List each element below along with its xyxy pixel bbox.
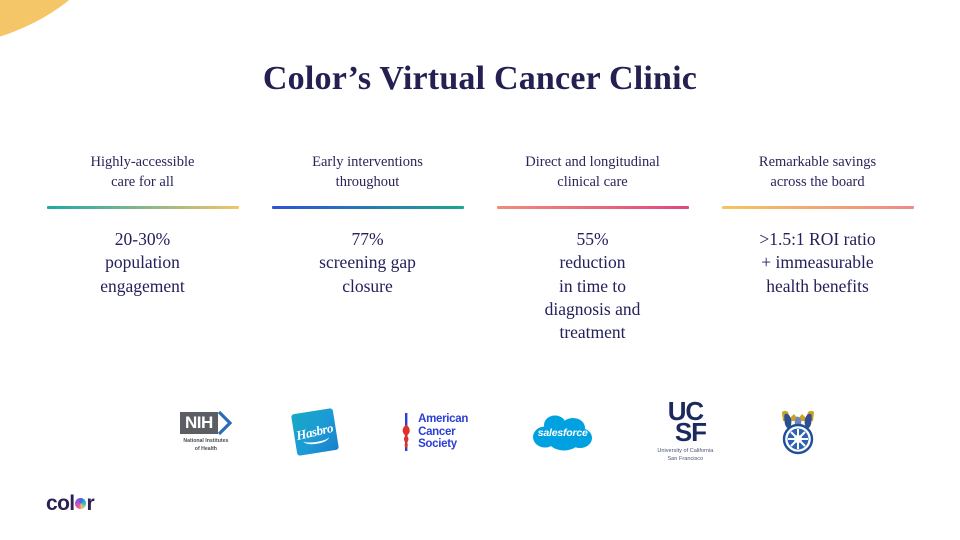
- ucsf-subtitle-line-1: University of California: [657, 448, 714, 455]
- column-heading-line-1: Remarkable savings: [758, 154, 877, 170]
- stat-line: engagement: [100, 275, 185, 296]
- ucsf-wordmark: UC SF: [665, 398, 707, 447]
- stat-column-highly-accessible: Highly-accessible care for all 20-30% po…: [30, 152, 255, 298]
- ucsf-mark-line-2: SF: [674, 416, 707, 447]
- stat-line: population: [105, 252, 180, 273]
- stat-columns: Highly-accessible care for all 20-30% po…: [30, 152, 930, 344]
- ucsf-mark-line-1: UC: [667, 395, 704, 426]
- column-heading: Highly-accessible care for all: [81, 152, 205, 194]
- nih-subtitle-line-1: National Institutes: [183, 438, 229, 445]
- decorative-corner-blob: [0, 0, 120, 50]
- column-stat: 77% screening gap closure: [313, 228, 422, 298]
- nih-mark-text: NIH: [180, 412, 218, 435]
- column-heading-line-2: throughout: [335, 174, 400, 190]
- stat-column-early-interventions: Early interventions throughout 77% scree…: [255, 152, 480, 298]
- column-rule: [496, 206, 689, 209]
- column-heading-line-2: across the board: [770, 174, 865, 190]
- color-brand-wordmark: col r: [46, 492, 95, 516]
- column-heading-line-2: care for all: [111, 174, 174, 190]
- column-heading-line-1: Early interventions: [312, 154, 423, 170]
- nih-icon: NIH: [180, 411, 232, 436]
- column-heading-line-2: clinical care: [557, 174, 628, 190]
- nih-subtitle-line-2: of Health: [194, 445, 217, 452]
- column-rule: [721, 206, 914, 209]
- partner-logo-nih: NIH National Institutes of Health: [180, 403, 232, 461]
- stat-line: reduction: [559, 252, 626, 273]
- stat-column-direct-longitudinal: Direct and longitudinal clinical care 55…: [480, 152, 705, 344]
- column-heading: Early interventions throughout: [302, 152, 433, 194]
- stat-line: + immeasurable: [761, 252, 874, 273]
- hasbro-smile-icon: [302, 429, 331, 446]
- acs-line-3: Society: [418, 438, 457, 451]
- acs-line-2: Cancer: [418, 425, 456, 438]
- partner-logo-ucsf: UC SF University of California San Franc…: [657, 398, 713, 463]
- acs-line-1: American: [418, 412, 469, 425]
- acs-sword-icon: [399, 411, 413, 453]
- nih-chevron-icon: [217, 411, 232, 436]
- acs-wordmark: American Cancer Society: [418, 413, 468, 452]
- color-wordmark-after: r: [86, 492, 95, 515]
- salesforce-wordmark: salesforce: [537, 427, 588, 439]
- stat-line: 55%: [576, 229, 609, 249]
- stat-line: screening gap: [319, 252, 416, 273]
- stat-line: 77%: [351, 229, 384, 249]
- partner-logo-teamsters: [776, 403, 820, 461]
- color-wordmark-before: col: [46, 492, 75, 515]
- stat-line: health benefits: [766, 275, 869, 296]
- page-title: Color’s Virtual Cancer Clinic: [262, 60, 698, 97]
- teamsters-icon: [776, 409, 820, 455]
- column-heading: Direct and longitudinal clinical care: [515, 152, 670, 194]
- stat-line: closure: [342, 275, 393, 296]
- column-stat: 20-30% population engagement: [94, 228, 191, 298]
- stat-line: 20-30%: [114, 229, 171, 249]
- stat-line: diagnosis and: [544, 298, 641, 319]
- partner-logo-strip: NIH National Institutes of Health Hasbro: [180, 398, 820, 463]
- ucsf-subtitle: University of California San Francisco: [657, 448, 713, 463]
- column-heading-line-1: Highly-accessible: [90, 154, 195, 170]
- partner-logo-hasbro: Hasbro: [291, 403, 340, 461]
- nih-subtitle: National Institutes of Health: [183, 438, 228, 452]
- stat-line: treatment: [559, 322, 626, 343]
- ucsf-subtitle-line-2: San Francisco: [667, 455, 704, 462]
- partner-logo-salesforce: salesforce: [531, 403, 595, 461]
- stat-line: >1.5:1 ROI ratio: [759, 229, 876, 249]
- stat-column-remarkable-savings: Remarkable savings across the board >1.5…: [705, 152, 930, 298]
- column-heading: Remarkable savings across the board: [749, 152, 886, 194]
- stat-line: in time to: [558, 275, 627, 296]
- salesforce-cloud-icon: salesforce: [531, 411, 595, 453]
- column-rule: [46, 206, 239, 209]
- column-stat: >1.5:1 ROI ratio + immeasurable health b…: [753, 228, 881, 298]
- hasbro-icon: Hasbro: [291, 407, 340, 457]
- column-heading-line-1: Direct and longitudinal: [525, 154, 660, 170]
- color-gradient-dot-icon: [75, 498, 87, 509]
- column-rule: [271, 206, 464, 209]
- column-stat: 55% reduction in time to diagnosis and t…: [539, 228, 647, 344]
- partner-logo-american-cancer-society: American Cancer Society: [399, 403, 468, 461]
